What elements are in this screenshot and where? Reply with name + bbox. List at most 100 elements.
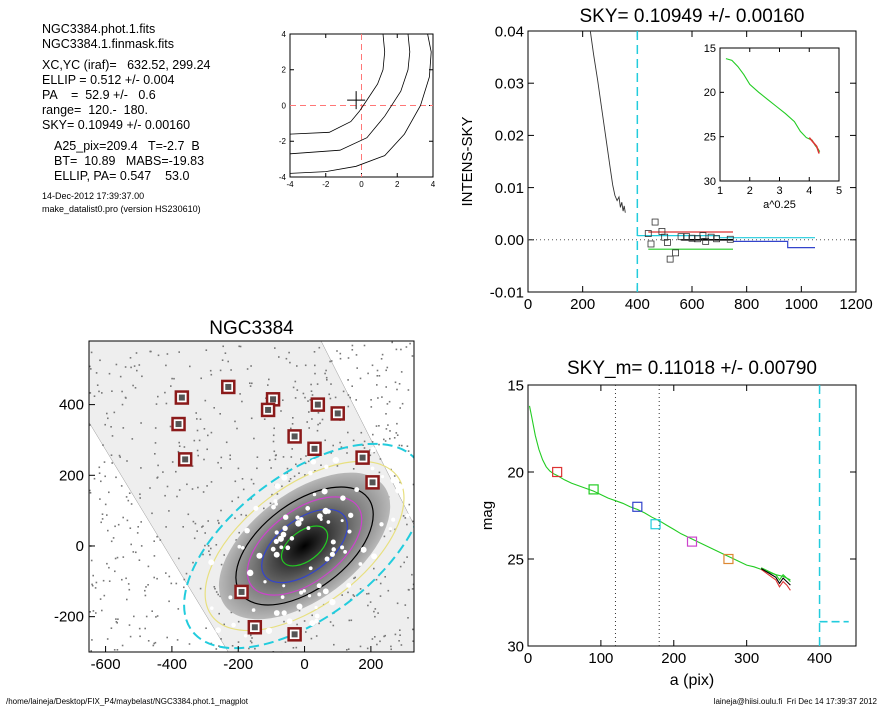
- sky-box-core: [369, 479, 376, 486]
- y-tick-label: 0.02: [495, 128, 524, 145]
- noise-speck: [379, 458, 382, 460]
- noise-speck: [351, 349, 354, 351]
- noise-speck: [106, 562, 108, 565]
- noise-speck: [282, 456, 285, 458]
- noise-speck: [108, 372, 111, 375]
- noise-speck: [369, 454, 372, 457]
- noise-speck: [135, 352, 138, 354]
- masked-source: [273, 551, 280, 558]
- noise-speck: [373, 451, 375, 454]
- noise-speck: [183, 578, 186, 581]
- sky-box-core: [359, 454, 366, 461]
- noise-speck: [402, 515, 405, 517]
- sky-sample-point: [677, 233, 685, 241]
- noise-speck: [230, 369, 232, 371]
- noise-speck: [290, 427, 292, 430]
- noise-speck: [347, 591, 349, 594]
- noise-speck: [116, 649, 119, 651]
- noise-speck: [381, 396, 383, 398]
- footer-user: laineja@hiisi.oulu.fi Fri Dec 14 17:39:3…: [713, 697, 877, 706]
- noise-speck: [202, 491, 205, 493]
- sky-sample-point: [707, 233, 715, 241]
- noise-speck: [308, 411, 310, 413]
- noise-speck: [115, 621, 118, 623]
- noise-speck: [347, 394, 350, 396]
- noise-speck: [200, 377, 202, 380]
- noise-speck: [221, 359, 224, 361]
- noise-speck: [138, 627, 141, 630]
- noise-speck: [147, 565, 150, 568]
- noise-speck: [205, 627, 207, 629]
- masked-source: [273, 499, 278, 504]
- masked-source: [299, 590, 304, 595]
- noise-speck: [347, 405, 350, 408]
- noise-speck: [379, 582, 382, 585]
- noise-speck: [214, 587, 216, 590]
- x-tick-label: 200: [570, 296, 595, 313]
- noise-speck: [268, 459, 271, 461]
- noise-speck: [334, 396, 337, 399]
- chart-title: SKY_m= 0.11018 +/- 0.00790: [567, 358, 817, 379]
- footer-path: /home/laineja/Desktop/FIX_P4/maybelast/N…: [6, 697, 248, 706]
- noise-speck: [147, 640, 150, 642]
- noise-speck: [206, 448, 208, 451]
- masked-source: [379, 522, 384, 527]
- x-tick-label: 4: [431, 180, 436, 189]
- x-tick-label: -400: [157, 656, 187, 673]
- noise-speck: [384, 576, 386, 578]
- x-tick-label: 2: [747, 185, 753, 197]
- noise-speck: [154, 427, 157, 429]
- noise-speck: [396, 602, 399, 605]
- masked-source: [316, 583, 322, 589]
- radius-marker: [552, 466, 563, 478]
- plot-frame: [527, 384, 857, 647]
- noise-speck: [110, 540, 113, 543]
- intensity-profile: [589, 30, 626, 213]
- noise-speck: [332, 444, 334, 447]
- noise-speck: [192, 520, 195, 523]
- masked-source: [274, 483, 281, 489]
- noise-speck: [348, 619, 351, 622]
- noise-speck: [89, 611, 91, 613]
- noise-speck: [378, 375, 381, 377]
- noise-speck: [399, 565, 402, 568]
- contour-line: [289, 33, 411, 155]
- noise-speck: [205, 349, 208, 351]
- noise-speck: [349, 396, 351, 399]
- noise-speck: [407, 389, 410, 391]
- noise-speck: [136, 532, 139, 534]
- contour-plot: -4 -2 0 2 4 -4 -2 0 2 4: [279, 30, 436, 189]
- noise-speck: [220, 456, 223, 459]
- noise-speck: [376, 643, 378, 646]
- noise-speck: [176, 639, 179, 641]
- masked-source: [358, 562, 363, 566]
- noise-speck: [156, 615, 159, 617]
- noise-speck: [114, 557, 117, 560]
- noise-speck: [241, 400, 243, 403]
- noise-speck: [330, 452, 332, 454]
- noise-speck: [140, 422, 142, 424]
- noise-speck: [95, 612, 97, 614]
- noise-speck: [165, 402, 168, 405]
- masked-source: [340, 545, 345, 550]
- x-tick-label: 400: [625, 296, 650, 313]
- noise-speck: [101, 392, 103, 394]
- noise-speck: [398, 640, 400, 642]
- noise-speck: [294, 380, 297, 383]
- noise-speck: [352, 594, 355, 596]
- noise-speck: [170, 582, 173, 585]
- noise-speck: [330, 360, 333, 362]
- noise-speck: [389, 430, 391, 432]
- noise-speck: [377, 612, 379, 614]
- noise-speck: [99, 498, 101, 500]
- noise-speck: [394, 528, 396, 531]
- masked-source: [256, 552, 263, 559]
- sky-box-core: [178, 394, 185, 401]
- noise-speck: [102, 579, 105, 582]
- noise-speck: [272, 440, 275, 443]
- noise-speck: [290, 456, 293, 458]
- x-tick-label: 800: [734, 296, 759, 313]
- masked-source: [391, 517, 396, 522]
- noise-speck: [141, 375, 143, 378]
- x-tick-label: 2: [395, 180, 400, 189]
